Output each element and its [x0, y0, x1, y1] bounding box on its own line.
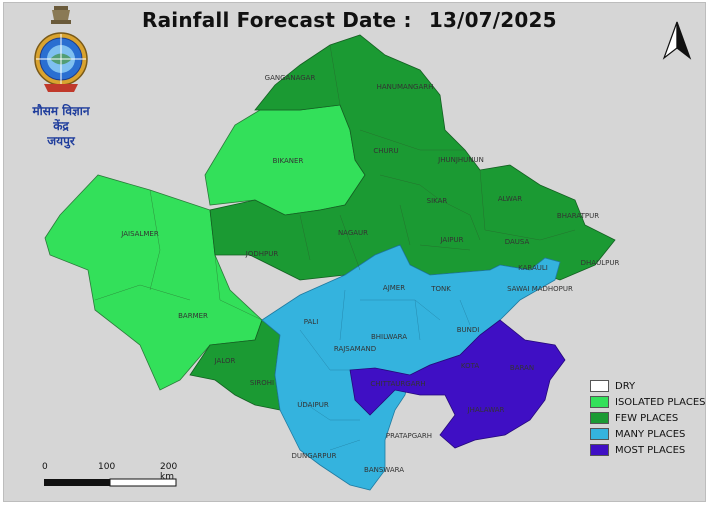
label-sirohi: SIROHI [250, 379, 274, 387]
legend-item-many: MANY PLACES [590, 426, 705, 442]
label-dungarpur: DUNGARPUR [291, 452, 336, 460]
legend-swatch-dry [590, 380, 609, 392]
scale-bar-graphic [44, 478, 177, 487]
district-boundaries [94, 44, 576, 321]
forecast-date: 13/07/2025 [428, 8, 557, 32]
label-ajmer: AJMER [383, 284, 405, 292]
imd-logo-text: मौसम विज्ञान केंद्र जयपुर [18, 104, 104, 149]
legend-item-few: FEW PLACES [590, 410, 705, 426]
scale-tick-0: 0 [42, 462, 48, 472]
label-barmer: BARMER [178, 312, 208, 320]
label-bhilwara: BHILWARA [371, 333, 407, 341]
legend-item-dry: DRY [590, 378, 705, 394]
legend-label-many: MANY PLACES [615, 428, 686, 440]
label-pratapgarh: PRATAPGARH [386, 432, 432, 440]
legend-swatch-most [590, 444, 609, 456]
logo-line-3: जयपुर [47, 134, 75, 148]
legend-label-few: FEW PLACES [615, 412, 679, 424]
region-most [349, 319, 566, 449]
scale-tick-100: 100 [98, 462, 116, 472]
legend-label-most: MOST PLACES [615, 444, 686, 456]
district-boundaries-south [299, 289, 471, 451]
label-jodhpur: JODHPUR [245, 250, 279, 258]
label-dhaulpur: DHAULPUR [581, 259, 620, 267]
label-kota: KOTA [461, 362, 479, 370]
legend-label-isolated: ISOLATED PLACES [615, 396, 706, 408]
label-bikaner: BIKANER [273, 157, 304, 165]
label-ganganagar: GANGANAGAR [265, 74, 316, 82]
label-sikar: SIKAR [427, 197, 448, 205]
label-chittaurgarh: CHITTAURGARH [370, 380, 425, 388]
north-arrow-icon [662, 21, 692, 60]
label-karauli: KARAULI [518, 264, 548, 272]
label-tonk: TONK [430, 285, 451, 293]
legend-label-dry: DRY [615, 380, 636, 392]
label-jalor: JALOR [214, 357, 236, 365]
legend-swatch-isolated [590, 396, 609, 408]
label-rajsamand: RAJSAMAND [334, 345, 376, 353]
map-title: Rainfall Forecast Date : 13/07/2025 [142, 8, 557, 32]
label-jaisalmer: JAISALMER [120, 230, 159, 238]
label-churu: CHURU [373, 147, 398, 155]
label-bharatpur: BHARATPUR [557, 212, 599, 220]
label-nagaur: NAGAUR [338, 229, 368, 237]
legend-item-most: MOST PLACES [590, 442, 705, 458]
map-legend: DRY ISOLATED PLACES FEW PLACES MANY PLAC… [590, 378, 705, 458]
label-pali: PALI [304, 318, 319, 326]
label-jaipur: JAIPUR [439, 236, 463, 244]
label-banswara: BANSWARA [364, 466, 404, 474]
label-jhunjhunun: JHUNJHUNUN [437, 156, 484, 164]
legend-swatch-many [590, 428, 609, 440]
label-baran: BARAN [510, 364, 534, 372]
logo-line-2: केंद्र [53, 119, 69, 133]
logo-line-1: मौसम विज्ञान [32, 104, 90, 118]
legend-item-isolated: ISOLATED PLACES [590, 394, 705, 410]
label-dausa: DAUSA [505, 238, 530, 246]
label-udaipur: UDAIPUR [297, 401, 329, 409]
title-label: Rainfall Forecast Date : [142, 8, 412, 32]
label-sawai-madhopur: SAWAI MADHOPUR [507, 285, 573, 293]
label-alwar: ALWAR [498, 195, 522, 203]
label-jhalawar: JHALAWAR [467, 406, 505, 414]
legend-swatch-few [590, 412, 609, 424]
scale-tick-200: 200 km [160, 462, 178, 482]
label-hanumangarh: HANUMANGARH [377, 83, 434, 91]
imd-emblem-icon [34, 6, 88, 92]
label-bundi: BUNDI [457, 326, 480, 334]
